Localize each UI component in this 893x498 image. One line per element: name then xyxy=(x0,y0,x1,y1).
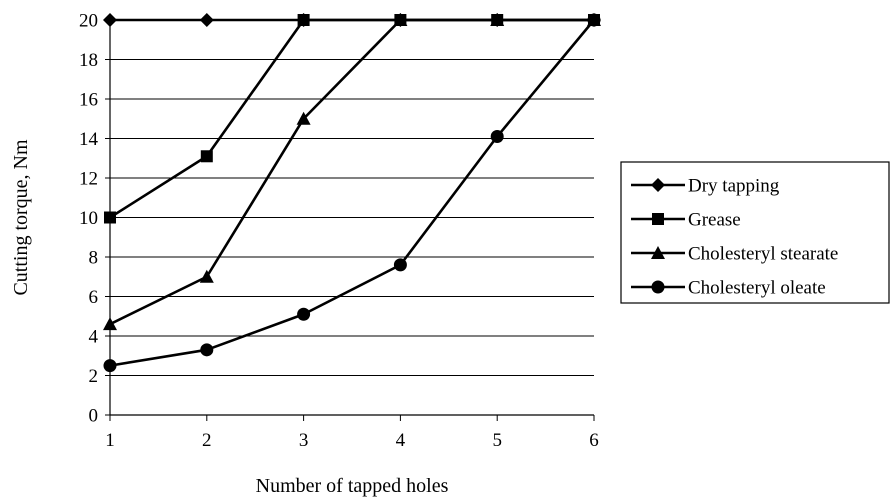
series-3-point-0 xyxy=(103,359,117,373)
y-axis-title: Cutting torque, Nm xyxy=(10,139,32,296)
series-3-point-1 xyxy=(200,343,214,357)
x-tick-label-3: 3 xyxy=(299,430,309,451)
legend-marker-1 xyxy=(652,213,664,225)
legend-entry-3: Cholesteryl oleate xyxy=(631,278,826,299)
legend-label-0: Dry tapping xyxy=(688,176,780,197)
legend-marker-3 xyxy=(651,280,665,294)
series-lines xyxy=(103,13,601,373)
series-2-point-0 xyxy=(103,317,117,331)
legend-label-2: Cholesteryl stearate xyxy=(688,244,838,265)
legend-label-1: Grease xyxy=(688,210,741,231)
legend-entry-2: Cholesteryl stearate xyxy=(631,244,838,265)
y-tick-label-6: 6 xyxy=(89,287,99,308)
y-tick-label-10: 10 xyxy=(79,208,98,229)
series-0-point-0 xyxy=(103,13,117,27)
legend-marker-2 xyxy=(651,246,665,259)
y-tick-label-4: 4 xyxy=(89,327,99,348)
legend: Dry tapping Grease Cholesteryl stearate Cho… xyxy=(620,161,890,304)
series-3-point-5 xyxy=(587,13,601,27)
x-axis-title: Number of tapped holes xyxy=(256,475,449,497)
legend-label-3: Cholesteryl oleate xyxy=(688,278,826,299)
x-tick-label-4: 4 xyxy=(396,430,406,451)
x-tick-label-1: 1 xyxy=(105,430,115,451)
series-0-point-1 xyxy=(199,13,214,27)
series-2-point-3 xyxy=(393,13,408,26)
series-line-3 xyxy=(109,19,595,367)
series-line-2 xyxy=(109,18,594,326)
series-1-point-0 xyxy=(104,211,116,224)
series-1 xyxy=(104,14,600,224)
series-3-point-3 xyxy=(393,258,407,272)
series-line-1 xyxy=(109,18,594,219)
y-tick-label-18: 18 xyxy=(79,50,98,71)
y-tick-label-14: 14 xyxy=(79,129,99,150)
y-tick-label-0: 0 xyxy=(89,406,99,427)
series-2-point-1 xyxy=(199,269,214,283)
series-1-point-2 xyxy=(297,14,310,26)
series-3-point-4 xyxy=(490,130,504,144)
x-tick-label-2: 2 xyxy=(202,430,212,451)
legend-entry-1: Grease xyxy=(631,210,741,231)
legend-marker-0 xyxy=(651,178,665,192)
series-1-point-1 xyxy=(200,150,213,163)
series-3 xyxy=(103,13,601,373)
series-2-point-4 xyxy=(490,13,505,26)
series-2 xyxy=(103,13,601,331)
gridlines xyxy=(110,19,594,376)
y-tick-label-12: 12 xyxy=(79,169,98,190)
y-tick-label-8: 8 xyxy=(89,248,99,269)
y-tick-label-20: 20 xyxy=(79,11,98,32)
series-3-point-2 xyxy=(297,307,311,321)
axes xyxy=(105,19,595,421)
series-2-point-2 xyxy=(296,111,311,125)
legend-entry-0: Dry tapping xyxy=(631,176,780,197)
x-tick-label-6: 6 xyxy=(589,430,599,451)
x-tick-label-5: 5 xyxy=(492,430,502,451)
y-tick-label-2: 2 xyxy=(89,366,99,387)
y-tick-label-16: 16 xyxy=(79,90,98,111)
